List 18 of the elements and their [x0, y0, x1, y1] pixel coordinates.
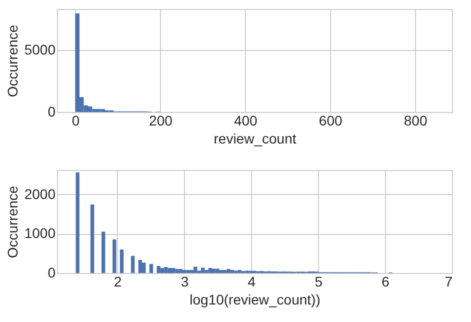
y-tick-label: 5000 [24, 41, 56, 58]
x-tick-label: 600 [318, 112, 342, 128]
x-axis-title: log10(review_count)) [190, 292, 320, 308]
x-tick-label: 200 [149, 112, 173, 128]
y-tick-label: 1000 [24, 225, 56, 242]
x-tick-label: 3 [180, 274, 189, 290]
x-tick-label: 0 [72, 112, 80, 128]
y-tick-label: 2000 [24, 186, 56, 202]
y-axis-title: Occurrence [4, 186, 20, 258]
x-tick-label: 4 [248, 274, 256, 290]
y-axis-title: Occurrence [4, 24, 20, 98]
x-tick-label: 7 [444, 274, 453, 290]
x-tick-label: 2 [114, 274, 122, 290]
x-tick-label: 6 [382, 274, 390, 290]
x-tick-label: 400 [234, 112, 258, 128]
x-axis-title: review_count [214, 130, 296, 146]
x-tick-label: 800 [404, 112, 428, 128]
x-tick-label: 5 [314, 274, 323, 290]
